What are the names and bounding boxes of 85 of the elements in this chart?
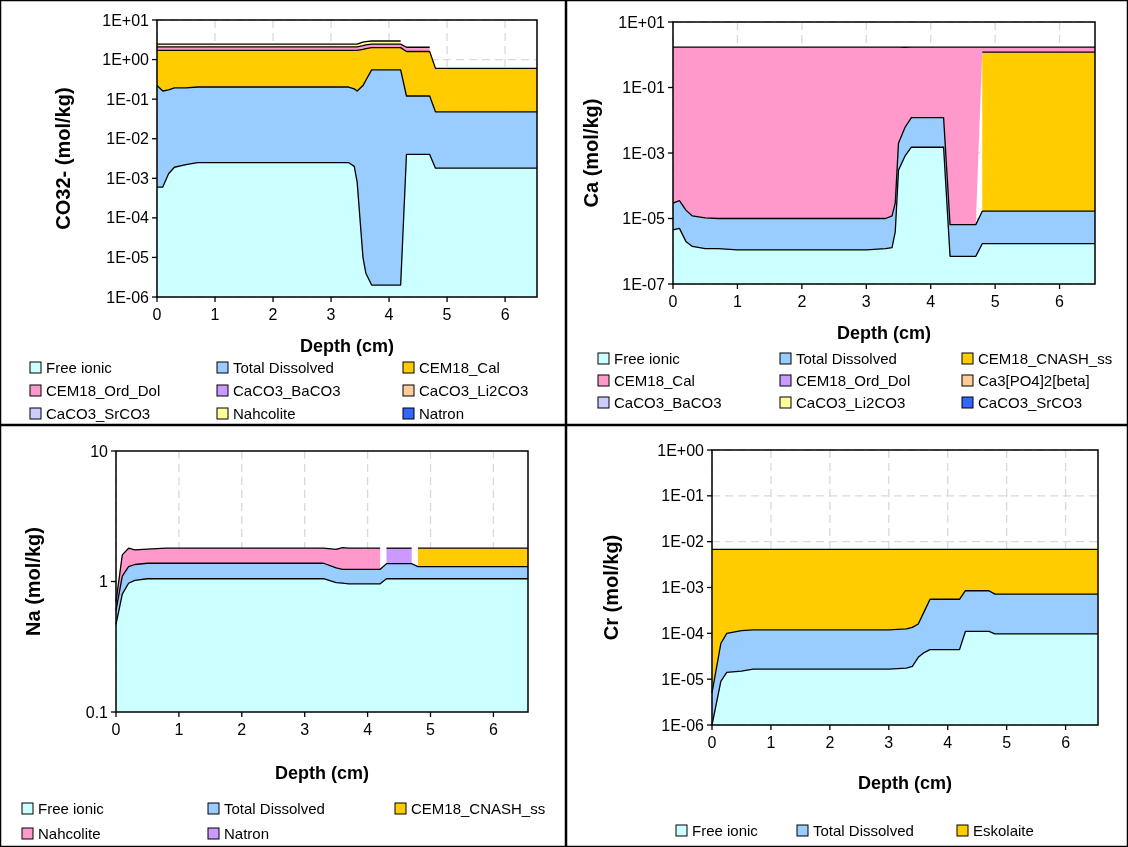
x-tick-label: 2 [268,306,278,323]
y-axis-title: Ca (mol/kg) [580,98,602,208]
x-tick-label: 5 [1002,734,1012,751]
x-tick-label: 0 [111,721,121,738]
x-axis-title: Depth (cm) [837,323,931,343]
legend-label: Eskolaite [973,822,1034,839]
x-tick-label: 2 [797,293,807,310]
y-tick-label: 1E-02 [106,130,150,148]
y-tick-label: 1E-03 [661,579,705,597]
y-tick-label: 1E-04 [661,624,705,642]
x-tick-label: 4 [363,721,373,738]
legend-label: CaCO3_SrCO3 [46,405,151,422]
legend-label: CaCO3_SrCO3 [978,394,1083,411]
y-axis-title: CO32- (mol/kg) [52,87,74,230]
legend-label: CEM18_CNASH_ss [978,350,1113,367]
x-tick-label: 6 [1055,293,1065,310]
x-tick-label: 1 [210,306,220,323]
legend-label: Natron [224,825,270,842]
x-axis-title: Depth (cm) [300,336,394,356]
y-tick-label: 0.1 [85,703,109,721]
legend-label: Total Dissolved [224,800,325,817]
y-tick-label: 1E-01 [661,487,705,505]
x-tick-label: 4 [926,293,936,310]
legend-label: CaCO3_BaCO3 [233,382,341,399]
legend-label: Nahcolite [233,405,296,422]
y-tick-label: 1E-04 [106,209,150,227]
legend-label: CaCO3_Li2CO3 [419,382,529,399]
x-tick-label: 3 [326,306,336,323]
x-tick-label: 1 [174,721,184,738]
x-tick-label: 4 [384,306,394,323]
legend-label: CEM18_Cal [614,372,695,389]
y-tick-label: 1E-06 [106,288,150,306]
x-tick-label: 2 [825,734,835,751]
x-tick-label: 6 [488,721,498,738]
legend-label: CEM18_Cal [419,359,500,376]
x-tick-label: 1 [766,734,776,751]
legend-label: Ca3[PO4]2[beta] [978,372,1090,389]
y-tick-label: 1E-05 [661,670,705,688]
legend-label: CEM18_Ord_Dol [796,372,911,389]
y-tick-label: 1E+00 [102,51,150,69]
x-tick-label: 5 [990,293,1000,310]
legend-label: CaCO3_BaCO3 [614,394,722,411]
legend-label: Natron [419,405,465,422]
x-tick-label: 3 [884,734,894,751]
x-tick-label: 0 [152,306,162,323]
legend-label: Free ionic [614,350,681,367]
y-axis-title: Cr (mol/kg) [600,534,622,641]
y-tick-label: 1E-03 [622,144,666,162]
y-tick-label: 1E-05 [106,249,150,267]
y-tick-label: 1E-07 [622,275,666,293]
y-tick-label: 1E+01 [102,11,150,29]
legend-label: CEM18_Ord_Dol [46,382,161,399]
legend-label: Total Dissolved [813,822,914,839]
x-tick-label: 3 [861,293,871,310]
legend-label: Total Dissolved [233,359,334,376]
x-axis-title: Depth (cm) [858,773,952,793]
y-tick-label: 1E-05 [622,210,666,228]
x-tick-label: 1 [732,293,742,310]
legend-label: Free ionic [692,822,759,839]
y-tick-label: 1 [99,573,109,591]
legend-label: Free ionic [46,359,113,376]
y-tick-label: 1E-01 [106,90,150,108]
legend-label: Free ionic [38,800,105,817]
x-tick-label: 0 [707,734,717,751]
y-tick-label: 1E+01 [618,13,666,31]
y-tick-label: 1E-02 [661,533,705,551]
x-tick-label: 6 [1061,734,1071,751]
x-tick-label: 3 [300,721,310,738]
y-tick-label: 10 [90,442,109,460]
legend-label: CaCO3_Li2CO3 [796,394,906,411]
x-tick-label: 5 [442,306,452,323]
y-tick-label: 1E-01 [622,79,666,97]
y-axis-title: Na (mol/kg) [22,527,44,636]
x-tick-label: 4 [943,734,953,751]
y-tick-label: 1E-06 [661,716,705,734]
x-axis-title: Depth (cm) [275,763,369,783]
legend-label: Nahcolite [38,825,101,842]
y-tick-label: 1E-03 [106,169,150,187]
y-tick-label: 1E+00 [657,441,705,459]
x-tick-label: 6 [500,306,510,323]
x-tick-label: 0 [668,293,678,310]
x-tick-label: 5 [426,721,436,738]
legend-label: CEM18_CNASH_ss [411,800,546,817]
legend-label: Total Dissolved [796,350,897,367]
x-tick-label: 2 [237,721,247,738]
